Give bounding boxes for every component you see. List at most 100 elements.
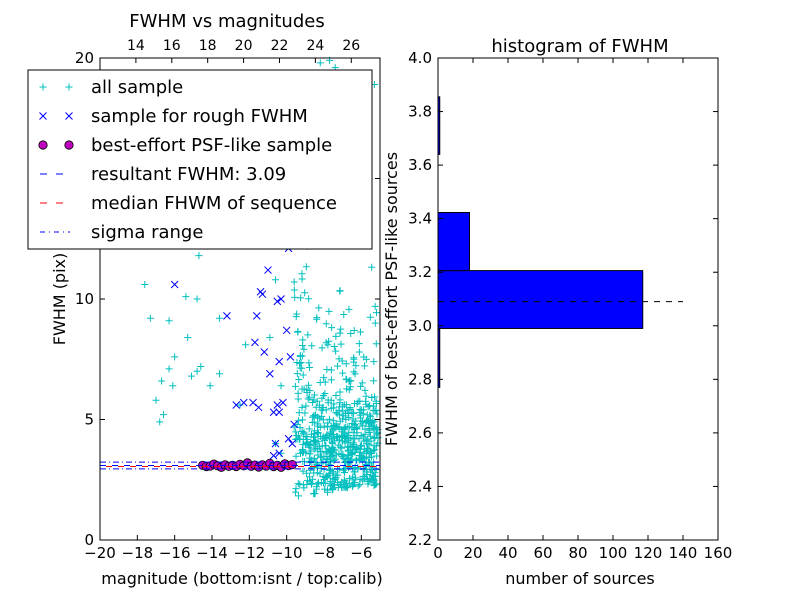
data-point [254,403,263,412]
data-point [193,367,201,375]
all-sample-point [293,431,301,439]
all-sample-point [371,446,379,454]
all-sample-point [330,430,338,438]
data-point [277,382,285,390]
all-sample-point [353,444,361,452]
all-sample-point [372,340,380,348]
all-sample-point [347,383,355,391]
x-tick-label: 80 [568,544,587,562]
all-sample-point [302,402,310,410]
all-sample-point [314,428,322,436]
all-sample-point [350,468,358,476]
y-tick-label: 3.4 [408,210,432,228]
all-sample-point [331,455,339,463]
all-sample-point [298,403,306,411]
x-tick-label: −16 [159,544,191,562]
all-sample-point [352,445,360,453]
all-sample-point [357,455,365,463]
all-sample-point [296,480,304,488]
all-sample-point [296,359,304,367]
all-sample-point [340,310,348,318]
y-tick-label: 5 [84,411,94,429]
all-sample-point [335,403,343,411]
all-sample-point [357,420,365,428]
y-tick-label: 3.0 [408,317,432,335]
x-tick-label: −10 [271,544,303,562]
all-sample-point [330,456,338,464]
x-tick-label: −18 [122,544,154,562]
legend-swatch-marker [65,83,73,91]
all-sample-point [356,442,364,450]
legend-label: sample for rough FWHM [91,106,308,127]
all-sample-point [370,434,378,442]
all-sample-point [371,393,379,401]
all-sample-point [345,428,353,436]
all-sample-point [359,410,367,418]
legend-label: resultant FWHM: 3.09 [91,164,286,185]
all-sample-point [357,382,365,390]
all-sample-point [333,410,341,418]
legend-label: all sample [91,77,183,98]
all-sample-point [296,352,304,360]
data-point [264,266,272,274]
all-sample-point [302,433,310,441]
all-sample-point [373,452,381,460]
all-sample-point [295,376,303,384]
all-sample-point [302,263,310,271]
all-sample-point [310,445,318,453]
all-sample-point [354,482,362,490]
all-sample-point [292,313,300,321]
all-sample-point [355,340,363,348]
all-sample-point [300,428,308,436]
all-sample-point [372,397,380,405]
data-point [316,59,324,67]
left-chart-title: FWHM vs magnitudes [129,11,324,32]
x-tick-label: 160 [704,544,733,562]
all-sample-point [294,480,302,488]
all-sample-point [350,420,358,428]
all-sample-point [310,469,318,477]
all-sample-point [348,443,356,451]
all-sample-point [318,453,326,461]
top-x-tick-label: 24 [306,38,324,54]
data-point [273,401,282,409]
all-sample-point [343,406,351,414]
all-sample-point [364,403,372,411]
top-x-tick-label: 20 [235,38,253,54]
all-sample-point [294,492,302,500]
all-sample-point [306,387,314,395]
data-point [236,401,244,409]
x-tick-label: −6 [350,544,372,562]
legend-items: all sample sample for rough FWHM best-effo… [38,77,337,243]
all-sample-point [368,476,376,484]
all-sample-point [369,423,377,431]
all-sample-point [316,442,324,450]
all-sample-point [322,320,330,328]
data-point [171,353,179,361]
all-sample-point [305,393,313,401]
all-sample-point [299,467,307,475]
right-chart-title: histogram of FWHM [491,36,668,57]
legend-label: sigma range [91,222,203,243]
all-sample-point [292,428,300,436]
data-point [275,449,284,458]
data-point [271,276,279,284]
all-sample-point [356,328,364,336]
legend: all sample sample for rough FWHM best-effo… [27,69,373,250]
all-sample-point [328,438,336,446]
all-sample-point [328,440,336,448]
data-point [266,369,274,378]
right-plot-data [437,96,683,388]
data-point [275,408,284,417]
all-sample-point [306,473,314,481]
all-sample-point [291,293,299,301]
legend-swatch-marker [38,140,48,150]
data-point [271,439,280,448]
all-sample-point [312,403,320,411]
data-point [141,281,149,289]
all-sample-point [320,465,328,473]
all-sample-point [325,445,333,453]
all-sample-point [308,399,316,407]
all-sample-point [345,305,353,313]
